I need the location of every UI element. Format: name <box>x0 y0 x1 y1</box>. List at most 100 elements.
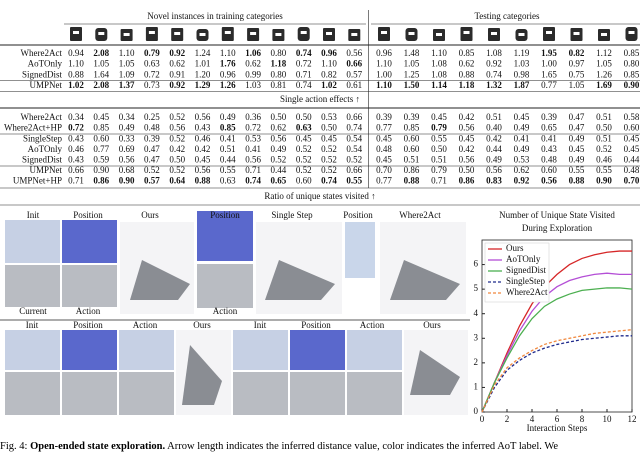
x-tick-label: 12 <box>628 414 637 424</box>
cell: 0.72 <box>144 69 160 79</box>
category-icon-detail <box>491 32 497 35</box>
cell: 0.82 <box>321 69 337 79</box>
cell: 0.83 <box>486 176 502 186</box>
cell: 0.56 <box>541 176 557 186</box>
cell: 0.62 <box>169 59 185 69</box>
cell: 0.88 <box>404 176 420 186</box>
category-icon-detail <box>381 31 387 34</box>
cell: 0.72 <box>245 123 261 133</box>
cell: 0.66 <box>346 165 362 175</box>
cell: 0.49 <box>486 154 502 164</box>
object-render <box>410 350 460 395</box>
cell: 0.99 <box>245 69 261 79</box>
panel-label: Init <box>27 210 40 220</box>
cell: 0.50 <box>321 123 337 133</box>
cell: 0.90 <box>93 165 109 175</box>
cell: 0.33 <box>119 133 135 143</box>
x-tick-label: 4 <box>530 414 535 424</box>
cell: 0.56 <box>195 112 211 122</box>
cell: 0.52 <box>346 154 362 164</box>
cell: 0.74 <box>321 176 337 186</box>
category-icon-detail <box>628 31 635 34</box>
cell: 0.46 <box>596 154 612 164</box>
cell: 1.26 <box>220 80 236 90</box>
cell: 0.88 <box>569 176 585 186</box>
cell: 0.39 <box>404 112 420 122</box>
cell: 0.52 <box>296 165 312 175</box>
image-panel <box>347 372 402 415</box>
cell: 0.54 <box>346 133 362 143</box>
cell: 1.00 <box>376 69 392 79</box>
cell: 0.72 <box>296 59 312 69</box>
panel-label: Ours <box>141 210 159 220</box>
cell: 0.45 <box>431 112 447 122</box>
cell: 0.90 <box>624 80 640 90</box>
x-tick-label: 8 <box>580 414 585 424</box>
image-panel <box>233 372 288 415</box>
category-icon-detail <box>408 32 415 35</box>
cell: 0.45 <box>569 144 585 154</box>
cell: 0.70 <box>376 165 392 175</box>
cell: 0.41 <box>541 133 557 143</box>
cell: 0.39 <box>144 133 160 143</box>
cell: 1.10 <box>68 59 84 69</box>
cell: 0.50 <box>271 112 287 122</box>
cell: 0.52 <box>169 133 185 143</box>
category-icon-detail <box>148 31 155 34</box>
cell: 1.06 <box>245 48 261 58</box>
cell: 0.56 <box>245 154 261 164</box>
cell: 0.71 <box>431 176 447 186</box>
cell: 0.56 <box>459 123 475 133</box>
category-icon-detail <box>174 32 181 35</box>
cell: 0.63 <box>220 176 236 186</box>
row-name: AoTOnly <box>28 144 63 154</box>
panel-label: Single Step <box>271 210 313 220</box>
y-tick-label: 1 <box>474 381 479 391</box>
cell: 0.45 <box>459 133 475 143</box>
legend-label: AoTOnly <box>506 254 541 264</box>
y-tick-label: 3 <box>474 332 479 342</box>
cell: 0.43 <box>541 144 557 154</box>
cell: 0.49 <box>119 123 135 133</box>
cell: 2.08 <box>93 80 109 90</box>
cell: 0.61 <box>346 80 362 90</box>
cell: 1.05 <box>119 59 135 69</box>
cell: 0.49 <box>569 133 585 143</box>
cell: 0.40 <box>486 123 502 133</box>
legend-label: SignedDist <box>506 265 547 275</box>
cell: 0.48 <box>541 154 557 164</box>
cell: 0.47 <box>144 154 160 164</box>
cell: 0.55 <box>596 165 612 175</box>
cell: 0.79 <box>431 123 447 133</box>
cell: 0.45 <box>624 144 640 154</box>
cell: 0.59 <box>93 154 109 164</box>
cell: 0.85 <box>459 48 475 58</box>
category-icon-detail <box>300 31 307 34</box>
row-name: Where2Act <box>21 112 63 122</box>
x-tick-label: 6 <box>555 414 560 424</box>
cell: 0.71 <box>68 176 84 186</box>
y-tick-label: 4 <box>474 308 479 318</box>
cell: 1.02 <box>321 80 337 90</box>
cell: 0.41 <box>514 133 530 143</box>
cell: 0.51 <box>220 144 236 154</box>
cell: 1.18 <box>459 80 475 90</box>
category-icon-detail <box>123 33 130 36</box>
cell: 0.36 <box>245 112 261 122</box>
panel-label: Action <box>76 306 101 316</box>
cell: 0.50 <box>296 112 312 122</box>
cell: 0.50 <box>596 123 612 133</box>
cell: 0.46 <box>68 144 84 154</box>
caption-text: Arrow length indicates the inferred dist… <box>167 441 559 452</box>
cell: 1.02 <box>68 80 84 90</box>
category-icon-detail <box>275 33 282 36</box>
panel-label: Current <box>19 306 47 316</box>
cell: 0.85 <box>624 48 640 58</box>
cell: 0.65 <box>541 123 557 133</box>
legend-label: Where2Act <box>506 287 548 297</box>
header-test: Testing categories <box>474 11 540 21</box>
cell: 0.42 <box>169 144 185 154</box>
cell: 0.90 <box>596 176 612 186</box>
cell: 1.10 <box>376 80 392 90</box>
cell: 0.56 <box>119 154 135 164</box>
